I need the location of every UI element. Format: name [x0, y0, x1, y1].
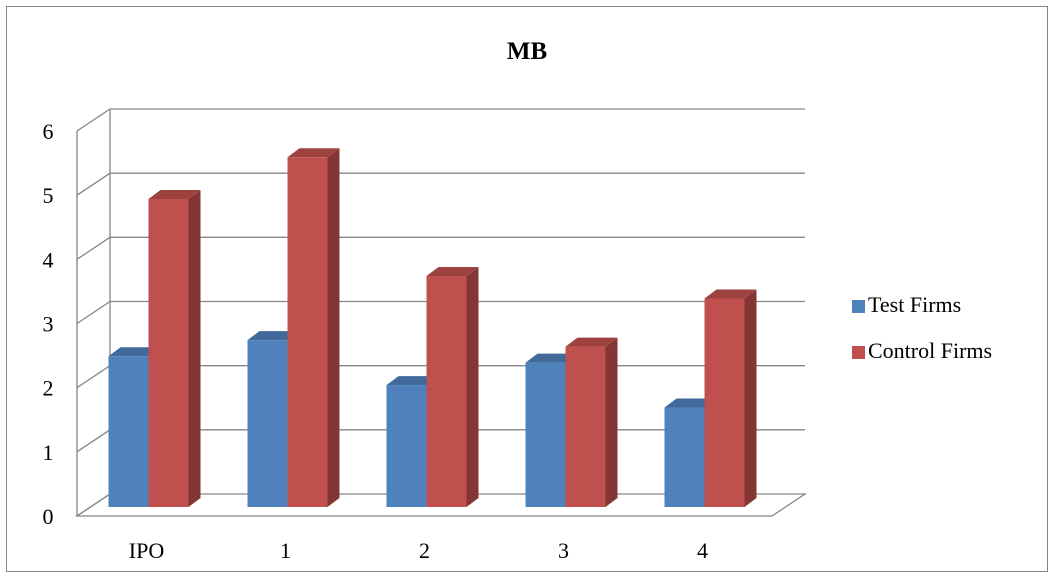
y-tick-label: 5	[43, 183, 54, 208]
bar-top	[287, 148, 340, 158]
chart-title: MB	[507, 38, 547, 65]
bar-front	[148, 199, 189, 507]
bar-side	[605, 337, 618, 507]
y-tick-label: 0	[43, 504, 54, 529]
legend-label: Control Firms	[868, 338, 992, 363]
bar-side	[466, 267, 479, 507]
y-tick-label: 1	[43, 440, 54, 465]
side-wall-gridline	[76, 429, 111, 453]
bar	[287, 148, 340, 507]
bar-side	[188, 190, 201, 507]
legend: Test Firms Control Firms	[852, 292, 992, 363]
side-wall-gridline	[76, 493, 111, 517]
bar-top	[148, 190, 201, 199]
side-wall-gridline	[76, 172, 111, 196]
y-tick-label: 6	[43, 119, 54, 144]
y-axis-tick-labels: 0 1 2 3 4 5 6	[43, 119, 54, 529]
y-tick-label: 4	[43, 247, 54, 272]
x-axis-tick-labels: IPO 1 2 3 4	[129, 538, 708, 563]
bar-front	[525, 362, 566, 507]
bar	[565, 337, 618, 507]
y-tick-label: 3	[43, 312, 54, 337]
side-wall-gridline	[76, 236, 111, 260]
x-tick-label: 4	[697, 538, 708, 563]
bar-side	[327, 148, 340, 507]
bar-front	[704, 298, 745, 507]
bar-front	[386, 385, 427, 507]
legend-swatch	[852, 300, 865, 313]
bars	[108, 148, 757, 507]
bar-top	[525, 353, 578, 363]
bar-front	[426, 276, 467, 507]
bar-front	[108, 356, 149, 507]
bar	[426, 267, 479, 507]
bar-front	[565, 346, 606, 507]
bar	[704, 289, 757, 507]
bar-side	[744, 289, 757, 507]
bar-front	[247, 340, 288, 507]
legend-label: Test Firms	[868, 292, 961, 317]
bar-top	[386, 376, 439, 386]
bar-front	[287, 157, 328, 507]
side-wall-gridline	[76, 108, 111, 132]
bar-top	[247, 331, 300, 341]
bar-top	[664, 398, 717, 408]
side-wall-gridline	[76, 365, 111, 389]
x-tick-label: IPO	[129, 538, 164, 563]
side-wall-gridline	[76, 300, 111, 325]
y-tick-label: 2	[43, 376, 54, 401]
bar-front	[664, 407, 705, 507]
x-tick-label: 3	[558, 538, 569, 563]
x-tick-label: 1	[280, 538, 291, 563]
bar-top	[108, 347, 161, 357]
x-tick-label: 2	[419, 538, 430, 563]
bar-top	[565, 337, 618, 347]
bar-top	[704, 289, 757, 299]
bar-top	[426, 267, 479, 276]
bar	[148, 190, 201, 507]
legend-swatch	[852, 346, 865, 359]
